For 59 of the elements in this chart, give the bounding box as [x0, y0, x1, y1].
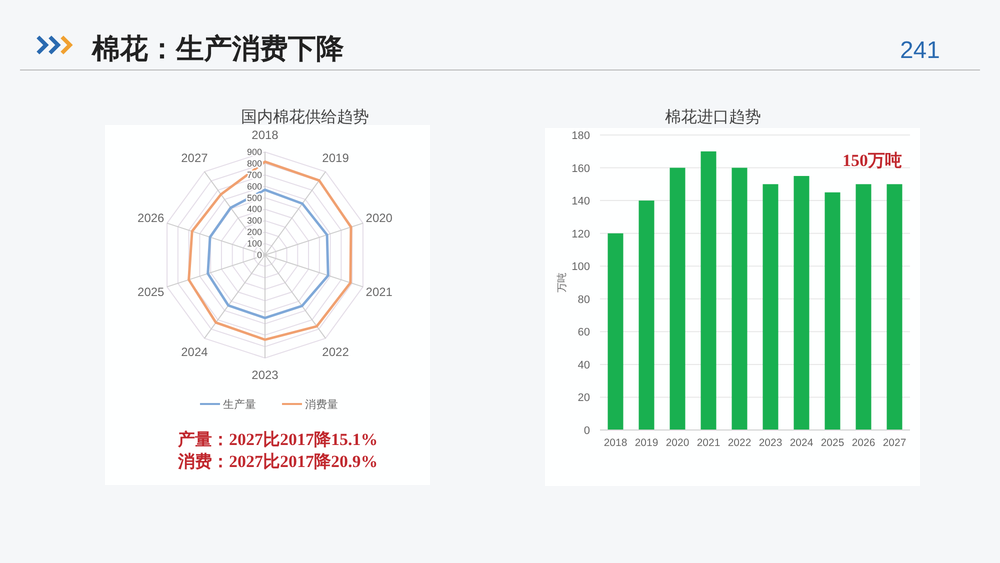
y-tick-label: 160	[572, 162, 590, 175]
x-tick-label: 2018	[604, 437, 628, 449]
chart-title: 国内棉花供给趋势	[241, 108, 369, 126]
y-tick-label: 400	[246, 204, 262, 214]
bar	[794, 176, 810, 430]
spoke-label: 2020	[366, 210, 393, 225]
text: 棉花：生产消费下降	[91, 33, 344, 64]
y-tick-label: 80	[578, 294, 590, 306]
spoke-label: 2021	[366, 285, 393, 300]
spoke-label: 2027	[181, 150, 208, 165]
x-tick-label: 2023	[758, 437, 782, 449]
bar	[638, 200, 654, 430]
bar	[824, 192, 840, 430]
spoke-label: 2025	[138, 285, 165, 300]
bar	[886, 184, 902, 430]
y-tick-label: 300	[246, 216, 262, 226]
y-tick-label: 20	[578, 392, 590, 404]
y-tick-label: 200	[246, 227, 262, 238]
x-tick-label: 2025	[820, 437, 844, 449]
x-tick-label: 2021	[696, 437, 720, 449]
spoke-label: 2018	[252, 128, 279, 142]
x-tick-label: 2026	[852, 437, 876, 449]
x-tick-label: 2024	[790, 437, 814, 449]
annotation: 150万吨	[842, 151, 902, 170]
y-tick-label: 0	[256, 250, 262, 260]
bar	[762, 184, 778, 430]
spoke-label: 2023	[252, 368, 279, 382]
y-tick-label: 0	[584, 425, 590, 437]
spoke-label: 2022	[322, 345, 350, 360]
bar	[670, 168, 686, 430]
y-axis-title: 万吨	[556, 272, 568, 292]
y-tick-label: 900	[246, 147, 262, 157]
y-tick-label: 180	[572, 130, 590, 142]
legend-label: 生产量	[223, 398, 256, 411]
y-tick-label: 700	[246, 170, 262, 180]
y-tick-label: 120	[572, 228, 590, 240]
legend-label: 消费量	[305, 398, 338, 411]
y-tick-label: 60	[578, 326, 590, 339]
y-tick-label: 100	[572, 261, 590, 274]
spoke-label: 2019	[322, 150, 350, 165]
y-tick-label: 140	[572, 196, 590, 208]
x-tick-label: 2027	[882, 437, 906, 449]
x-tick-label: 2022	[728, 437, 752, 449]
text: 产量：2027比2017降15.1%	[177, 430, 378, 449]
bar	[700, 151, 716, 430]
y-tick-label: 40	[578, 359, 590, 372]
text: 消费：2027比2017降20.9%	[177, 452, 378, 471]
x-tick-label: 2020	[666, 437, 690, 449]
bar	[608, 233, 624, 430]
bar	[856, 184, 872, 430]
chart-title: 棉花进口趋势	[665, 108, 761, 126]
x-tick-label: 2019	[634, 437, 658, 449]
y-tick-label: 600	[246, 181, 262, 192]
spoke-label: 2024	[181, 345, 208, 360]
text: 241	[900, 37, 940, 64]
spoke-label: 2026	[138, 210, 165, 225]
y-tick-label: 100	[246, 238, 262, 249]
y-tick-label: 800	[246, 158, 262, 168]
bar	[732, 168, 748, 430]
